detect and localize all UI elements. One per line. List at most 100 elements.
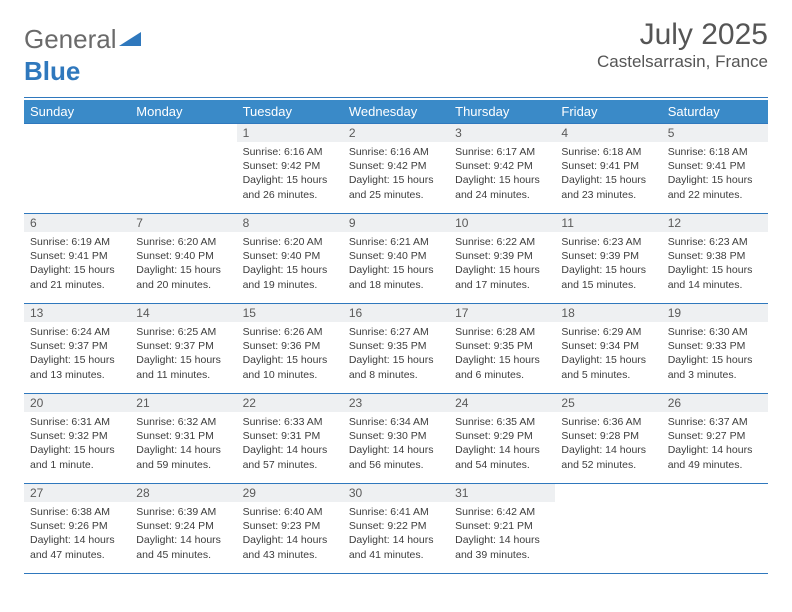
calendar-day-cell: 18Sunrise: 6:29 AMSunset: 9:34 PMDayligh… xyxy=(555,304,661,394)
calendar-day-cell: 15Sunrise: 6:26 AMSunset: 9:36 PMDayligh… xyxy=(237,304,343,394)
calendar-week-row: 13Sunrise: 6:24 AMSunset: 9:37 PMDayligh… xyxy=(24,304,768,394)
day-info: Sunrise: 6:32 AMSunset: 9:31 PMDaylight:… xyxy=(130,412,236,476)
calendar-day-cell: 31Sunrise: 6:42 AMSunset: 9:21 PMDayligh… xyxy=(449,484,555,574)
day-number: 15 xyxy=(237,304,343,322)
calendar-day-cell: 11Sunrise: 6:23 AMSunset: 9:39 PMDayligh… xyxy=(555,214,661,304)
day-info: Sunrise: 6:34 AMSunset: 9:30 PMDaylight:… xyxy=(343,412,449,476)
day-info: Sunrise: 6:23 AMSunset: 9:39 PMDaylight:… xyxy=(555,232,661,296)
day-info: Sunrise: 6:16 AMSunset: 9:42 PMDaylight:… xyxy=(237,142,343,206)
day-info: Sunrise: 6:23 AMSunset: 9:38 PMDaylight:… xyxy=(662,232,768,296)
day-info: Sunrise: 6:17 AMSunset: 9:42 PMDaylight:… xyxy=(449,142,555,206)
day-of-week-header: Saturday xyxy=(662,100,768,124)
calendar-day-cell: 17Sunrise: 6:28 AMSunset: 9:35 PMDayligh… xyxy=(449,304,555,394)
calendar-day-cell: 6Sunrise: 6:19 AMSunset: 9:41 PMDaylight… xyxy=(24,214,130,304)
day-info: Sunrise: 6:41 AMSunset: 9:22 PMDaylight:… xyxy=(343,502,449,566)
day-info: Sunrise: 6:42 AMSunset: 9:21 PMDaylight:… xyxy=(449,502,555,566)
day-info: Sunrise: 6:38 AMSunset: 9:26 PMDaylight:… xyxy=(24,502,130,566)
calendar-day-cell: 1Sunrise: 6:16 AMSunset: 9:42 PMDaylight… xyxy=(237,124,343,214)
day-info: Sunrise: 6:27 AMSunset: 9:35 PMDaylight:… xyxy=(343,322,449,386)
calendar-day-cell: 5Sunrise: 6:18 AMSunset: 9:41 PMDaylight… xyxy=(662,124,768,214)
calendar-day-cell xyxy=(662,484,768,574)
calendar-day-cell: 30Sunrise: 6:41 AMSunset: 9:22 PMDayligh… xyxy=(343,484,449,574)
day-info: Sunrise: 6:39 AMSunset: 9:24 PMDaylight:… xyxy=(130,502,236,566)
calendar-day-cell: 14Sunrise: 6:25 AMSunset: 9:37 PMDayligh… xyxy=(130,304,236,394)
calendar-day-cell: 16Sunrise: 6:27 AMSunset: 9:35 PMDayligh… xyxy=(343,304,449,394)
day-number: 16 xyxy=(343,304,449,322)
day-number: 10 xyxy=(449,214,555,232)
day-number: 7 xyxy=(130,214,236,232)
calendar-day-cell: 10Sunrise: 6:22 AMSunset: 9:39 PMDayligh… xyxy=(449,214,555,304)
day-of-week-header: Tuesday xyxy=(237,100,343,124)
day-number: 28 xyxy=(130,484,236,502)
calendar-day-cell xyxy=(130,124,236,214)
day-number: 3 xyxy=(449,124,555,142)
calendar-week-row: 27Sunrise: 6:38 AMSunset: 9:26 PMDayligh… xyxy=(24,484,768,574)
calendar-day-cell: 28Sunrise: 6:39 AMSunset: 9:24 PMDayligh… xyxy=(130,484,236,574)
calendar-day-cell: 2Sunrise: 6:16 AMSunset: 9:42 PMDaylight… xyxy=(343,124,449,214)
calendar-day-cell: 19Sunrise: 6:30 AMSunset: 9:33 PMDayligh… xyxy=(662,304,768,394)
day-number: 2 xyxy=(343,124,449,142)
day-number: 9 xyxy=(343,214,449,232)
page-title: July 2025 xyxy=(597,18,768,52)
day-info: Sunrise: 6:22 AMSunset: 9:39 PMDaylight:… xyxy=(449,232,555,296)
day-info: Sunrise: 6:25 AMSunset: 9:37 PMDaylight:… xyxy=(130,322,236,386)
day-number: 18 xyxy=(555,304,661,322)
day-of-week-header: Sunday xyxy=(24,100,130,124)
day-info: Sunrise: 6:26 AMSunset: 9:36 PMDaylight:… xyxy=(237,322,343,386)
day-number: 20 xyxy=(24,394,130,412)
day-number: 13 xyxy=(24,304,130,322)
day-number: 23 xyxy=(343,394,449,412)
day-of-week-header: Thursday xyxy=(449,100,555,124)
calendar-day-cell: 7Sunrise: 6:20 AMSunset: 9:40 PMDaylight… xyxy=(130,214,236,304)
day-info: Sunrise: 6:30 AMSunset: 9:33 PMDaylight:… xyxy=(662,322,768,386)
calendar-day-cell: 4Sunrise: 6:18 AMSunset: 9:41 PMDaylight… xyxy=(555,124,661,214)
calendar-day-cell xyxy=(555,484,661,574)
day-info: Sunrise: 6:18 AMSunset: 9:41 PMDaylight:… xyxy=(662,142,768,206)
title-block: July 2025 Castelsarrasin, France xyxy=(597,18,768,72)
day-info: Sunrise: 6:20 AMSunset: 9:40 PMDaylight:… xyxy=(130,232,236,296)
top-rule xyxy=(24,97,768,98)
day-number: 4 xyxy=(555,124,661,142)
day-info: Sunrise: 6:36 AMSunset: 9:28 PMDaylight:… xyxy=(555,412,661,476)
day-info: Sunrise: 6:21 AMSunset: 9:40 PMDaylight:… xyxy=(343,232,449,296)
day-number: 25 xyxy=(555,394,661,412)
calendar-day-cell: 22Sunrise: 6:33 AMSunset: 9:31 PMDayligh… xyxy=(237,394,343,484)
day-number: 24 xyxy=(449,394,555,412)
day-of-week-header: Friday xyxy=(555,100,661,124)
calendar-week-row: 6Sunrise: 6:19 AMSunset: 9:41 PMDaylight… xyxy=(24,214,768,304)
day-number: 27 xyxy=(24,484,130,502)
day-info: Sunrise: 6:33 AMSunset: 9:31 PMDaylight:… xyxy=(237,412,343,476)
day-number: 31 xyxy=(449,484,555,502)
day-info: Sunrise: 6:19 AMSunset: 9:41 PMDaylight:… xyxy=(24,232,130,296)
calendar-day-cell: 3Sunrise: 6:17 AMSunset: 9:42 PMDaylight… xyxy=(449,124,555,214)
day-number: 22 xyxy=(237,394,343,412)
calendar-week-row: 20Sunrise: 6:31 AMSunset: 9:32 PMDayligh… xyxy=(24,394,768,484)
day-number: 6 xyxy=(24,214,130,232)
day-number: 30 xyxy=(343,484,449,502)
calendar-day-cell: 23Sunrise: 6:34 AMSunset: 9:30 PMDayligh… xyxy=(343,394,449,484)
day-number: 21 xyxy=(130,394,236,412)
day-number: 1 xyxy=(237,124,343,142)
calendar-day-cell: 13Sunrise: 6:24 AMSunset: 9:37 PMDayligh… xyxy=(24,304,130,394)
day-info: Sunrise: 6:16 AMSunset: 9:42 PMDaylight:… xyxy=(343,142,449,206)
calendar-day-cell: 8Sunrise: 6:20 AMSunset: 9:40 PMDaylight… xyxy=(237,214,343,304)
calendar-day-cell: 21Sunrise: 6:32 AMSunset: 9:31 PMDayligh… xyxy=(130,394,236,484)
calendar-week-row: 1Sunrise: 6:16 AMSunset: 9:42 PMDaylight… xyxy=(24,124,768,214)
day-info: Sunrise: 6:20 AMSunset: 9:40 PMDaylight:… xyxy=(237,232,343,296)
logo-text-blue: Blue xyxy=(24,56,80,87)
calendar-day-cell xyxy=(24,124,130,214)
calendar-day-cell: 26Sunrise: 6:37 AMSunset: 9:27 PMDayligh… xyxy=(662,394,768,484)
day-number: 5 xyxy=(662,124,768,142)
day-info: Sunrise: 6:35 AMSunset: 9:29 PMDaylight:… xyxy=(449,412,555,476)
day-number: 29 xyxy=(237,484,343,502)
calendar-day-cell: 27Sunrise: 6:38 AMSunset: 9:26 PMDayligh… xyxy=(24,484,130,574)
calendar-table: SundayMondayTuesdayWednesdayThursdayFrid… xyxy=(24,100,768,574)
day-info: Sunrise: 6:37 AMSunset: 9:27 PMDaylight:… xyxy=(662,412,768,476)
logo: General xyxy=(24,18,143,55)
day-number: 26 xyxy=(662,394,768,412)
calendar-body: 1Sunrise: 6:16 AMSunset: 9:42 PMDaylight… xyxy=(24,124,768,574)
day-number: 17 xyxy=(449,304,555,322)
day-info: Sunrise: 6:31 AMSunset: 9:32 PMDaylight:… xyxy=(24,412,130,476)
day-info: Sunrise: 6:40 AMSunset: 9:23 PMDaylight:… xyxy=(237,502,343,566)
calendar-day-cell: 20Sunrise: 6:31 AMSunset: 9:32 PMDayligh… xyxy=(24,394,130,484)
